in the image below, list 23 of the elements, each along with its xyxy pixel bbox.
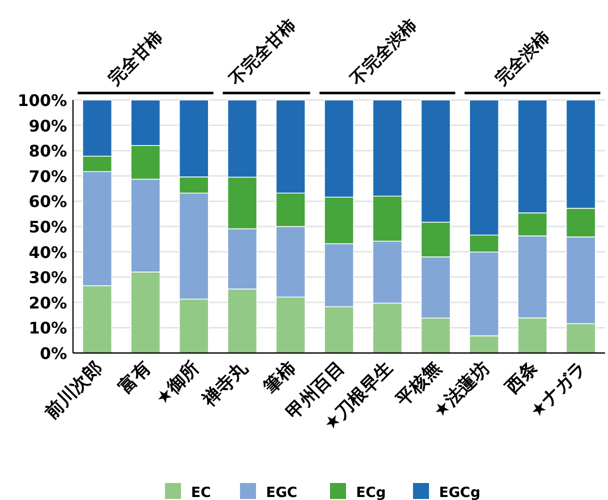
y-tick-label: 10%	[28, 318, 67, 338]
text: 不完全渋柿	[346, 15, 422, 90]
text: 完全渋柿	[492, 27, 554, 90]
y-tick-label: 80%	[28, 142, 67, 161]
y-tick-label: 70%	[28, 166, 67, 186]
text: 完全甘柿	[104, 27, 168, 90]
y-tick-label: 60%	[28, 192, 67, 212]
x-tick-label: 富有	[114, 358, 156, 398]
y-tick-label: 90%	[28, 116, 67, 136]
y-tick-label: 0%	[40, 344, 67, 363]
y-tick-label: 40%	[28, 242, 67, 262]
x-tick-label: 西条	[500, 358, 542, 399]
text: 不完全甘柿	[225, 15, 300, 90]
x-tick-label: 禅寺丸	[198, 358, 252, 412]
y-tick-label: 50%	[28, 218, 67, 236]
legend-label: EGCg	[439, 485, 480, 500]
x-tick-label: 筆柿	[259, 358, 300, 399]
legend-label: EC	[191, 485, 211, 500]
y-tick-label: 20%	[28, 293, 67, 312]
y-tick-label: 30%	[28, 268, 67, 288]
legend-label: ECg	[356, 485, 386, 500]
y-tick-label: 100%	[18, 91, 67, 110]
legend-label: EGC	[266, 485, 298, 500]
